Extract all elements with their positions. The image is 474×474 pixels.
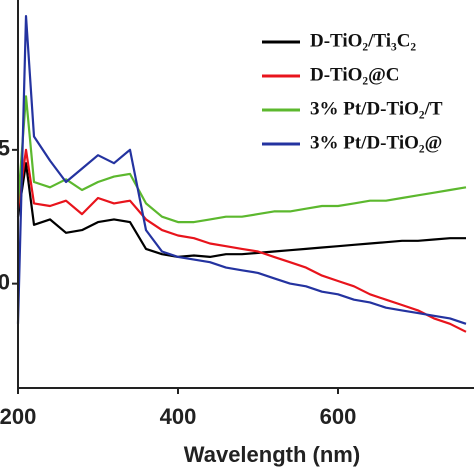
x-axis-title: Wavelength (nm) bbox=[184, 442, 360, 467]
legend-label: D-TiO₂/Ti₃C₂ bbox=[310, 30, 416, 51]
legend-label: 3% Pt/D-TiO₂/T bbox=[310, 98, 443, 119]
series-line bbox=[16, 95, 467, 224]
x-tick-label: 600 bbox=[320, 404, 357, 429]
series-line bbox=[16, 162, 466, 258]
x-tick-label: 200 bbox=[0, 404, 36, 429]
series-line bbox=[16, 148, 467, 333]
legend-label: D-TiO₂@C bbox=[310, 64, 400, 85]
x-tick-label: 400 bbox=[160, 404, 197, 429]
y-tick-label: 0 bbox=[0, 269, 10, 294]
series-line bbox=[16, 15, 467, 325]
y-tick-label: 5 bbox=[0, 136, 10, 161]
legend-label: 3% Pt/D-TiO₂@ bbox=[310, 132, 442, 153]
